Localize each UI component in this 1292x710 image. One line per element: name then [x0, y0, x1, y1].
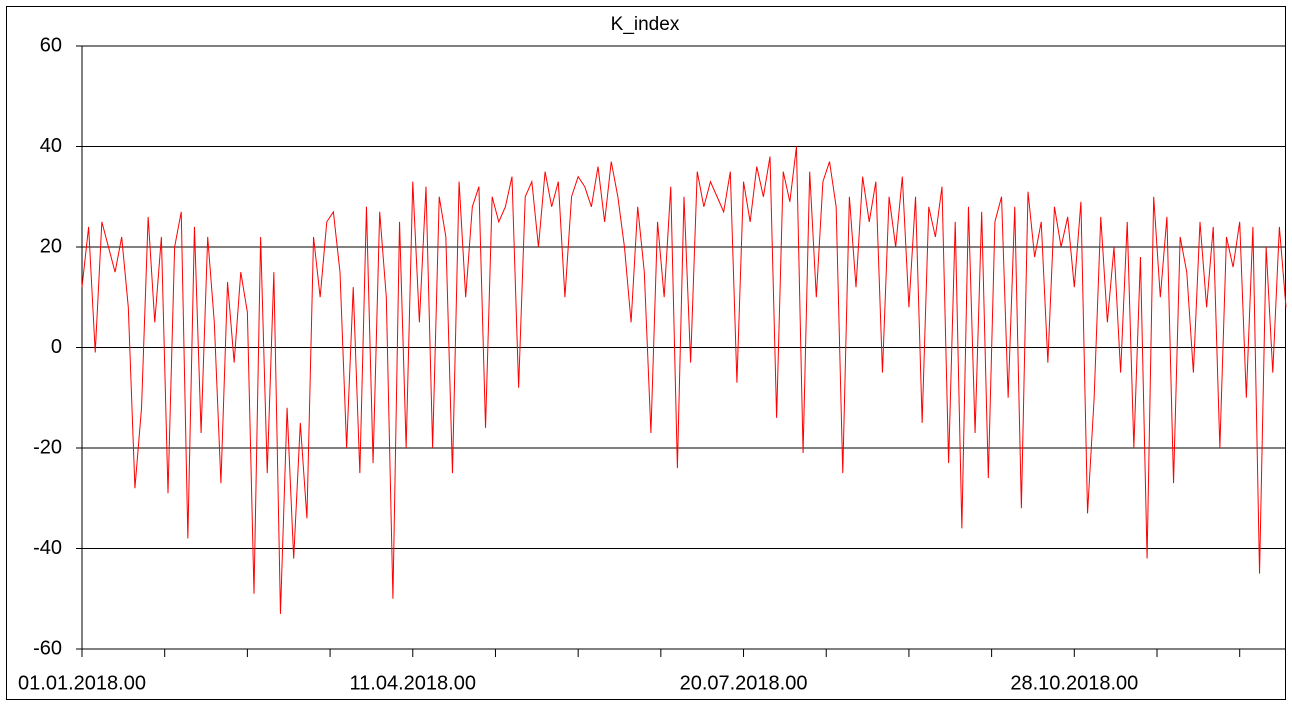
y-tick-label: 20: [40, 235, 62, 257]
y-tick-label: 60: [40, 34, 62, 56]
chart-frame: [6, 6, 1286, 700]
y-tick-label: -60: [33, 637, 62, 659]
y-tick-label: 40: [40, 135, 62, 157]
x-tick-label: 28.10.2018.00: [1010, 672, 1138, 694]
x-tick-label: 20.07.2018.00: [680, 672, 808, 694]
data-line: [81, 146, 1287, 614]
x-tick-label: 01.01.2018.00: [18, 672, 146, 694]
y-tick-label: -40: [33, 537, 62, 559]
y-tick-label: 0: [51, 336, 62, 358]
chart-title: K_index: [611, 14, 680, 35]
y-tick-label: -20: [33, 436, 62, 458]
x-tick-label: 11.04.2018.00: [350, 672, 476, 694]
